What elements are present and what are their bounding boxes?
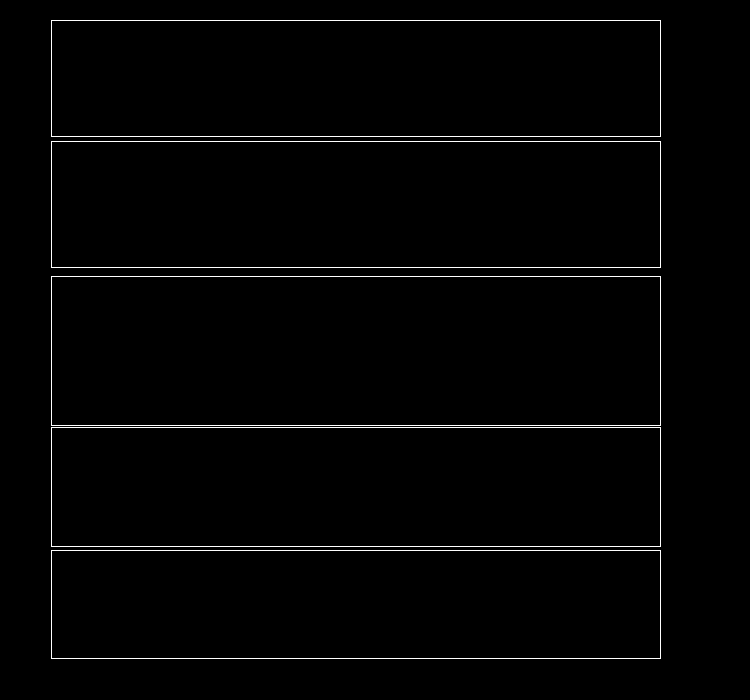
xmm-y-axis-unit [2,276,16,424]
panel-xmm [51,276,661,426]
acis-panel-title [663,550,678,657]
xmm-canvas [52,277,660,425]
panel-ace [51,141,661,268]
goes10-panel-title [663,20,678,135]
goes10-y-axis-unit [2,20,16,135]
acis-canvas [52,551,660,658]
xmm-panel-title [663,276,678,424]
ephin-y-axis-unit [2,427,16,545]
panel-goes10 [51,20,661,137]
ace-y-axis-unit [2,141,16,266]
panel-ephin [51,427,661,547]
ephin-panel-title [663,427,678,545]
ephin-canvas [52,428,660,546]
ace-canvas [52,142,660,267]
panel-acis [51,550,661,659]
acis-y-axis-unit [2,550,16,657]
ace-panel-title [663,141,678,266]
goes10-canvas [52,21,660,136]
